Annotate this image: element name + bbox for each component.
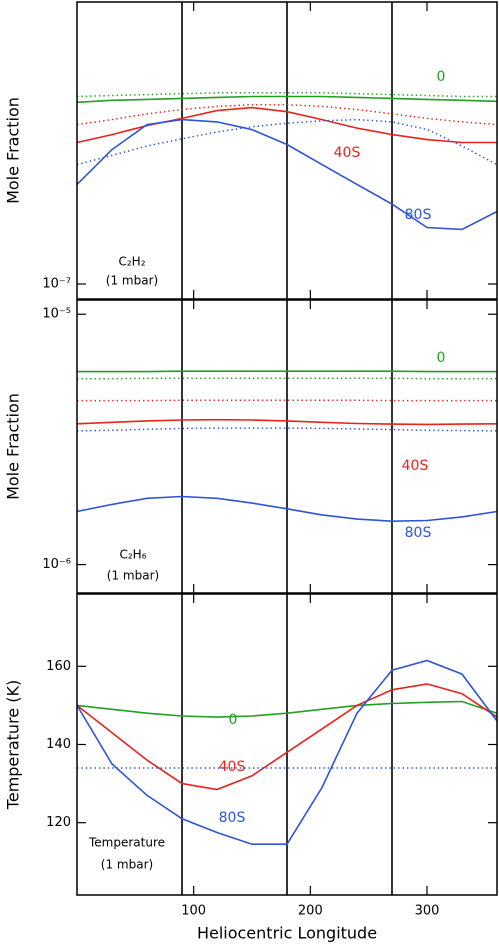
series-line bbox=[76, 659, 498, 845]
y-tick-label: 120 bbox=[46, 815, 71, 830]
y-axis-label: Mole Fraction bbox=[4, 97, 23, 204]
series-label: 80S bbox=[219, 810, 246, 826]
x-tick-label: 300 bbox=[415, 904, 440, 919]
series-line bbox=[76, 103, 498, 126]
y-tick-label: 160 bbox=[46, 659, 71, 674]
series-label: 80S bbox=[405, 207, 432, 223]
series-line bbox=[76, 495, 498, 523]
plot-frame bbox=[76, 1, 498, 300]
annotation: C₂H₆ bbox=[119, 548, 146, 562]
y-tick-label: 10⁻⁷ bbox=[42, 276, 71, 291]
series-label: 80S bbox=[405, 525, 432, 541]
series-label: 0 bbox=[437, 350, 446, 366]
annotation: (1 mbar) bbox=[101, 858, 153, 872]
series-line bbox=[76, 700, 498, 718]
annotation: Temperature bbox=[88, 836, 165, 850]
annotation: (1 mbar) bbox=[106, 274, 158, 288]
series-label: 0 bbox=[437, 69, 446, 85]
series-line bbox=[76, 95, 498, 104]
series-line bbox=[76, 106, 497, 144]
y-axis-label: Temperature (K) bbox=[4, 680, 23, 810]
series-line bbox=[76, 683, 498, 791]
y-axis-label: Mole Fraction bbox=[4, 393, 23, 500]
x-tick-label: 200 bbox=[298, 904, 323, 919]
series-line bbox=[76, 118, 498, 231]
x-tick-label: 100 bbox=[181, 904, 206, 919]
series-label: 40S bbox=[334, 145, 361, 161]
annotation: (1 mbar) bbox=[107, 569, 159, 583]
y-tick-label: 10⁻⁵ bbox=[42, 307, 71, 322]
series-label: 40S bbox=[219, 759, 246, 775]
series-label: 40S bbox=[402, 458, 429, 474]
y-tick-label: 140 bbox=[46, 737, 71, 752]
series-label: 0 bbox=[229, 712, 238, 728]
series-line bbox=[76, 418, 498, 426]
y-tick-label: 10⁻⁶ bbox=[42, 557, 71, 572]
x-axis-label: Heliocentric Longitude bbox=[197, 924, 377, 943]
annotation: C₂H₂ bbox=[118, 255, 145, 269]
plot-frame bbox=[76, 299, 498, 594]
